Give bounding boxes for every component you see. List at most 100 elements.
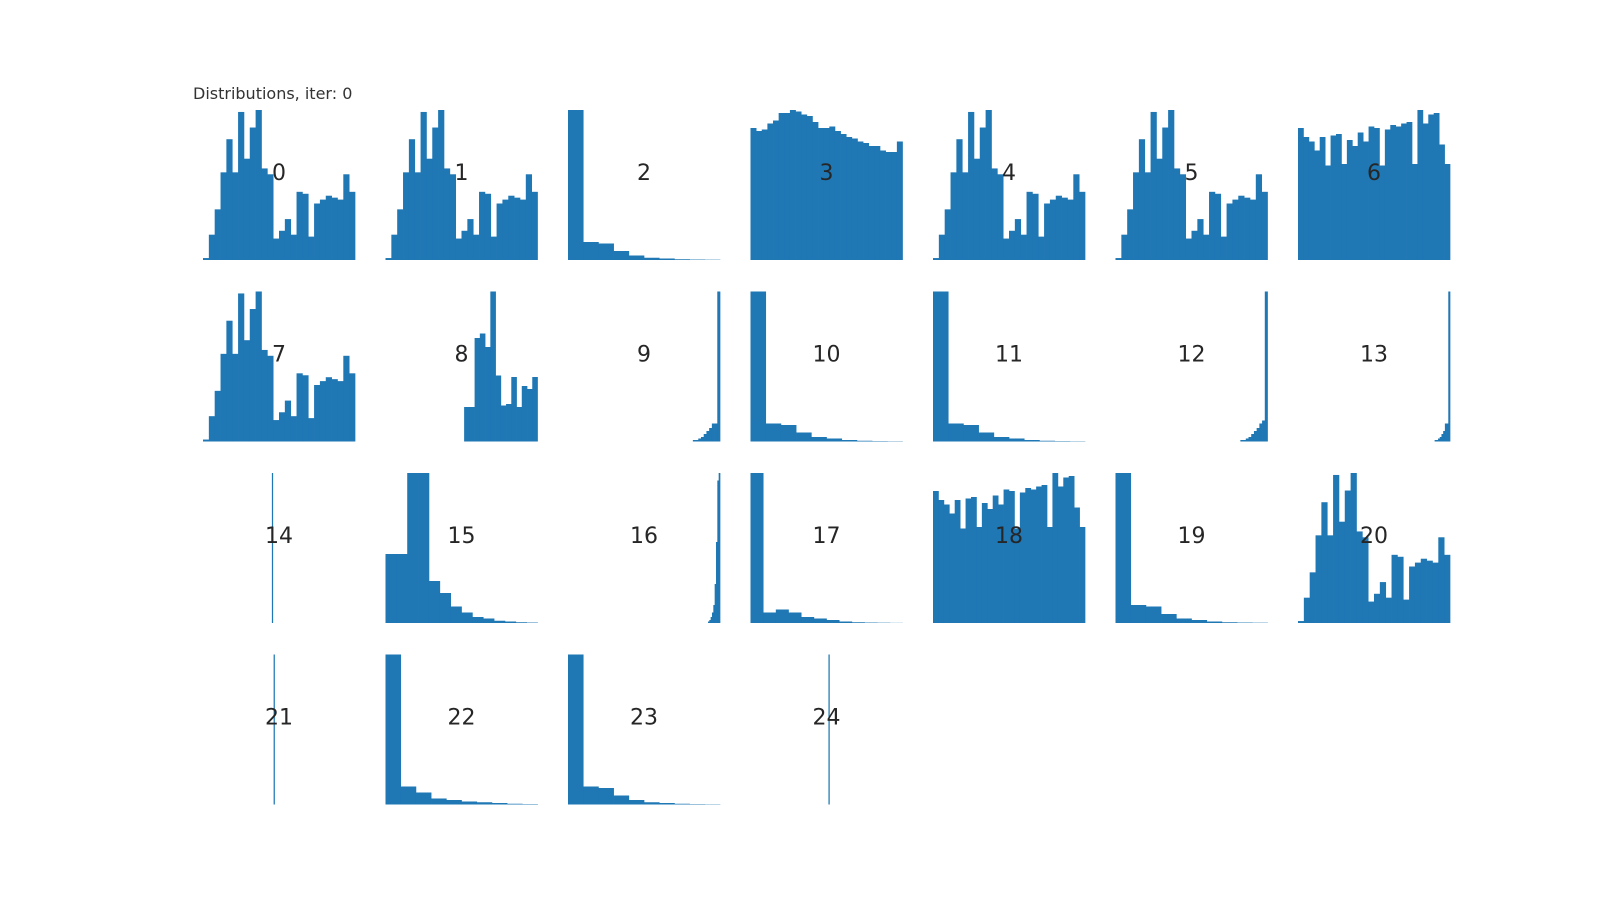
histogram-bar: [267, 355, 274, 442]
histogram-bar: [1441, 434, 1444, 442]
histogram-bar: [695, 440, 699, 442]
histogram-bar: [1115, 258, 1122, 260]
histogram-bar: [1249, 199, 1257, 260]
histogram-bar: [598, 788, 614, 805]
histogram-bar: [613, 795, 630, 805]
histogram-bar: [449, 174, 457, 260]
histogram-bar: [950, 172, 957, 260]
histogram-bar: [511, 377, 517, 442]
subplot-label: 15: [448, 524, 476, 549]
subplot-label: 8: [455, 343, 469, 368]
histogram-bar: [1191, 620, 1208, 623]
histogram-bar: [1259, 423, 1263, 442]
histogram-bar: [965, 498, 972, 623]
histogram-bar: [450, 606, 462, 623]
histogram-bar: [1350, 473, 1357, 623]
histogram-bar: [1330, 135, 1337, 260]
histogram-bar: [788, 612, 802, 623]
histogram-bar: [801, 617, 815, 623]
histogram-bar: [515, 622, 527, 623]
histogram-bar: [527, 389, 533, 442]
histogram-bar: [296, 373, 303, 442]
histogram-bar: [960, 528, 966, 623]
subplot-label: 10: [813, 343, 841, 368]
histogram-bar: [868, 146, 875, 260]
histogram-bar: [773, 120, 779, 260]
histogram-bar: [1025, 488, 1032, 623]
histogram-bar: [1221, 622, 1238, 623]
histogram-bar: [1130, 605, 1147, 623]
histogram-bar: [1357, 132, 1364, 260]
histogram-bar: [238, 293, 245, 442]
histogram-bar: [801, 114, 808, 260]
histogram-bar: [1057, 486, 1064, 623]
histogram-bar: [885, 152, 892, 260]
histogram-bar: [1240, 440, 1244, 442]
histogram-bar: [1443, 431, 1446, 442]
histogram-bar: [208, 416, 216, 442]
histogram-bar: [296, 191, 303, 260]
histogram-bar: [979, 127, 986, 260]
histogram-bar: [1191, 230, 1198, 260]
histogram-bar: [1121, 234, 1128, 260]
histogram-bar: [987, 509, 994, 623]
histogram-bar: [1049, 199, 1057, 260]
histogram-bar: [823, 128, 830, 260]
subplot-label: 2: [637, 161, 651, 186]
histogram-bar: [1308, 141, 1315, 260]
histogram-bar: [708, 621, 710, 623]
histogram-bar: [290, 416, 297, 442]
histogram-bar: [795, 111, 802, 260]
histogram-bar: [956, 139, 963, 260]
histogram-bar: [874, 146, 881, 260]
histogram-bar: [1156, 158, 1163, 260]
histogram-bar: [414, 172, 421, 260]
histogram-bar: [628, 255, 645, 260]
histogram-bar: [1214, 193, 1222, 260]
histogram-bar: [568, 654, 584, 805]
histogram-bar: [385, 554, 397, 623]
histogram-bar: [1038, 236, 1045, 260]
histogram-bar: [1197, 219, 1204, 260]
histogram-bar: [415, 792, 432, 805]
histogram-bar: [780, 425, 797, 442]
histogram-bar: [506, 404, 512, 442]
histogram-bar: [474, 338, 481, 442]
histogram-bar: [659, 803, 675, 805]
histogram-bar: [717, 480, 720, 623]
histogram-bar: [976, 527, 983, 623]
subplot-label: 13: [1360, 343, 1388, 368]
histogram-bar: [1384, 129, 1391, 260]
histogram-bar: [514, 197, 521, 260]
subplot-19: 19: [1115, 473, 1268, 623]
histogram-bar: [1315, 535, 1322, 623]
histogram-bar: [279, 412, 286, 442]
histogram-bar: [998, 504, 1004, 623]
histogram-bar: [1356, 531, 1363, 623]
histogram-bar: [1173, 168, 1181, 260]
histogram-bar: [1428, 114, 1435, 260]
subplot-13: 13: [1360, 291, 1451, 442]
histogram-bar: [1243, 440, 1247, 442]
histogram-bar: [1434, 440, 1437, 442]
histogram-bar: [273, 420, 280, 442]
histogram-bar: [949, 513, 956, 623]
histogram-bar: [1368, 601, 1375, 623]
histogram-bar: [214, 209, 221, 260]
histogram-bar: [226, 320, 233, 442]
histogram-bar: [1362, 537, 1369, 623]
histogram-bar: [1439, 144, 1445, 260]
histogram-bar: [1063, 477, 1070, 623]
subplot-label: 23: [630, 706, 658, 731]
subplot-label: 21: [265, 706, 293, 731]
histogram-bar: [279, 230, 286, 260]
subplot-9: 9: [637, 291, 721, 442]
histogram-bar: [710, 617, 713, 623]
histogram-bar: [490, 236, 497, 260]
subplot-10: 10: [750, 291, 903, 442]
histogram-bar: [1264, 291, 1268, 442]
subplot-4: 4: [933, 110, 1086, 260]
histogram-bar: [1325, 165, 1331, 260]
histogram-bar: [1044, 203, 1051, 260]
histogram-bar: [1422, 123, 1429, 260]
